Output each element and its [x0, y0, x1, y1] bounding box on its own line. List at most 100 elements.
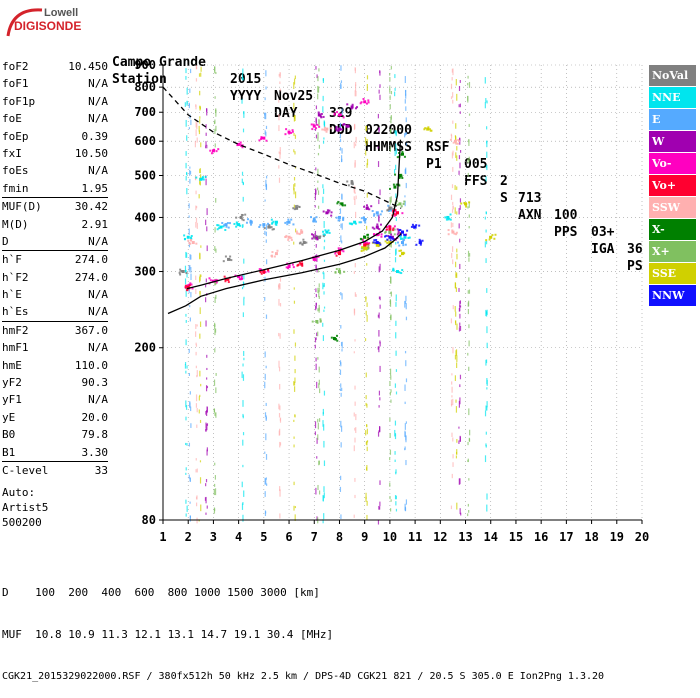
noise-streak-dot: [242, 363, 244, 367]
data-point-ssw: [451, 230, 455, 234]
data-point-cluster: [456, 142, 459, 145]
data-point-cluster: [398, 249, 401, 252]
data-point-cluster: [354, 107, 357, 110]
data-point-cluster: [336, 111, 339, 114]
noise-streak-dot: [451, 373, 453, 376]
noise-streak-dot: [467, 302, 469, 307]
data-point-cluster: [312, 123, 315, 126]
data-point-cluster: [271, 221, 274, 224]
noise-streak-dot: [189, 317, 191, 322]
noise-streak-dot: [451, 209, 454, 213]
data-point-cluster: [236, 144, 239, 147]
data-point-cluster: [400, 153, 403, 156]
noise-streak-dot: [213, 121, 216, 125]
noise-streak-dot: [294, 191, 297, 199]
param-row: foF1 N/A: [0, 75, 110, 92]
data-point-cluster: [227, 278, 230, 281]
noise-streak-dot: [214, 412, 216, 416]
data-point-cluster: [399, 235, 402, 238]
noise-streak-dot: [241, 224, 244, 228]
noise-streak-dot: [452, 120, 454, 124]
noise-streak-dot: [317, 180, 319, 183]
chart-noise-streaks: [184, 65, 488, 525]
noise-streak-dot: [293, 329, 295, 334]
noise-streak-dot: [242, 439, 244, 446]
noise-streak-dot: [467, 158, 469, 164]
noise-streak-dot: [264, 351, 266, 358]
data-point-cluster: [271, 251, 274, 254]
data-point-cluster: [338, 250, 341, 253]
noise-streak-dot: [317, 484, 319, 491]
noise-streak-dot: [454, 261, 457, 268]
noise-streak-dot: [468, 340, 470, 347]
noise-streak-dot: [404, 384, 406, 391]
data-point-cluster: [365, 102, 368, 105]
data-point-cluster: [336, 339, 339, 342]
noise-streak-dot: [460, 512, 462, 516]
data-point-noval: [295, 206, 299, 210]
noise-streak-dot: [354, 185, 356, 193]
noise-streak-dot: [195, 403, 198, 408]
noise-streak-dot: [340, 325, 342, 329]
param-row: h`Es N/A: [0, 303, 110, 320]
noise-streak-dot: [189, 166, 191, 169]
noise-streak-dot: [366, 75, 369, 80]
noise-streak-dot: [452, 259, 454, 265]
noise-streak-dot: [395, 131, 397, 137]
data-point-cluster: [449, 213, 452, 216]
header-ps-value: 36: [627, 242, 643, 257]
noise-streak-dot: [215, 387, 217, 394]
data-point-cluster: [399, 232, 402, 235]
data-point-cluster: [230, 259, 233, 262]
noise-streak-dot: [405, 421, 407, 424]
y-tick-label: 400: [134, 210, 156, 224]
data-point-cluster: [379, 223, 382, 226]
data-point-cluster: [341, 249, 344, 252]
data-point-cluster: [398, 177, 401, 180]
param-row: hmF2 367.0: [0, 322, 110, 339]
noise-streak-dot: [395, 501, 397, 506]
legend-item: W: [649, 131, 696, 152]
noise-streak-dot: [185, 68, 187, 74]
data-point-x-: [340, 202, 344, 206]
noise-streak-dot: [354, 385, 356, 390]
data-point-cluster: [327, 229, 330, 232]
noise-streak-dot: [243, 296, 245, 299]
data-point-cluster: [276, 249, 279, 252]
data-point-cluster: [334, 271, 337, 274]
noise-streak-dot: [486, 342, 488, 349]
data-point-cluster: [398, 184, 401, 187]
noise-streak-dot: [379, 296, 381, 301]
noise-streak-dot: [185, 416, 187, 421]
noise-streak-dot: [264, 381, 266, 389]
noise-streak-dot: [454, 355, 457, 360]
noise-streak-dot: [205, 422, 207, 428]
data-point-vo-: [395, 211, 399, 215]
noise-streak-dot: [189, 264, 191, 270]
noise-streak-dot: [486, 151, 488, 158]
noise-streak-dot: [322, 78, 325, 83]
data-point-cluster: [246, 218, 249, 221]
noise-streak-dot: [315, 189, 317, 195]
noise-streak-dot: [323, 291, 325, 295]
noise-streak-dot: [341, 387, 343, 392]
noise-streak-dot: [394, 420, 397, 426]
noise-streak-dot: [205, 320, 207, 327]
data-point-cluster: [285, 128, 288, 131]
noise-streak-dot: [206, 108, 208, 116]
noise-streak-dot: [190, 119, 192, 126]
noise-streak-dot: [317, 357, 319, 360]
noise-streak-dot: [389, 449, 392, 455]
noise-streak-dot: [188, 442, 191, 447]
noise-streak-dot: [390, 116, 392, 124]
noise-streak-dot: [279, 486, 281, 491]
header-day-label: DAY: [274, 106, 298, 121]
noise-streak-dot: [196, 468, 198, 473]
data-point-cluster: [319, 235, 322, 238]
data-point-cluster: [372, 233, 375, 236]
noise-streak-dot: [341, 223, 343, 230]
noise-streak-dot: [294, 183, 296, 187]
data-point-cluster: [337, 251, 340, 254]
noise-streak-dot: [242, 182, 244, 186]
noise-streak-dot: [279, 383, 281, 390]
